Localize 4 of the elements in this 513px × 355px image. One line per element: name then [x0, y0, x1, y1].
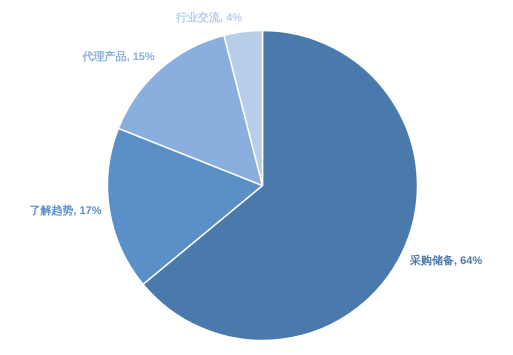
slice-label: 代理产品, 15% — [82, 50, 155, 64]
slice-label: 行业交流, 4% — [175, 10, 242, 24]
slice-label: 了解趋势, 17% — [29, 204, 102, 217]
slice-label: 采购储备, 64% — [408, 254, 482, 267]
